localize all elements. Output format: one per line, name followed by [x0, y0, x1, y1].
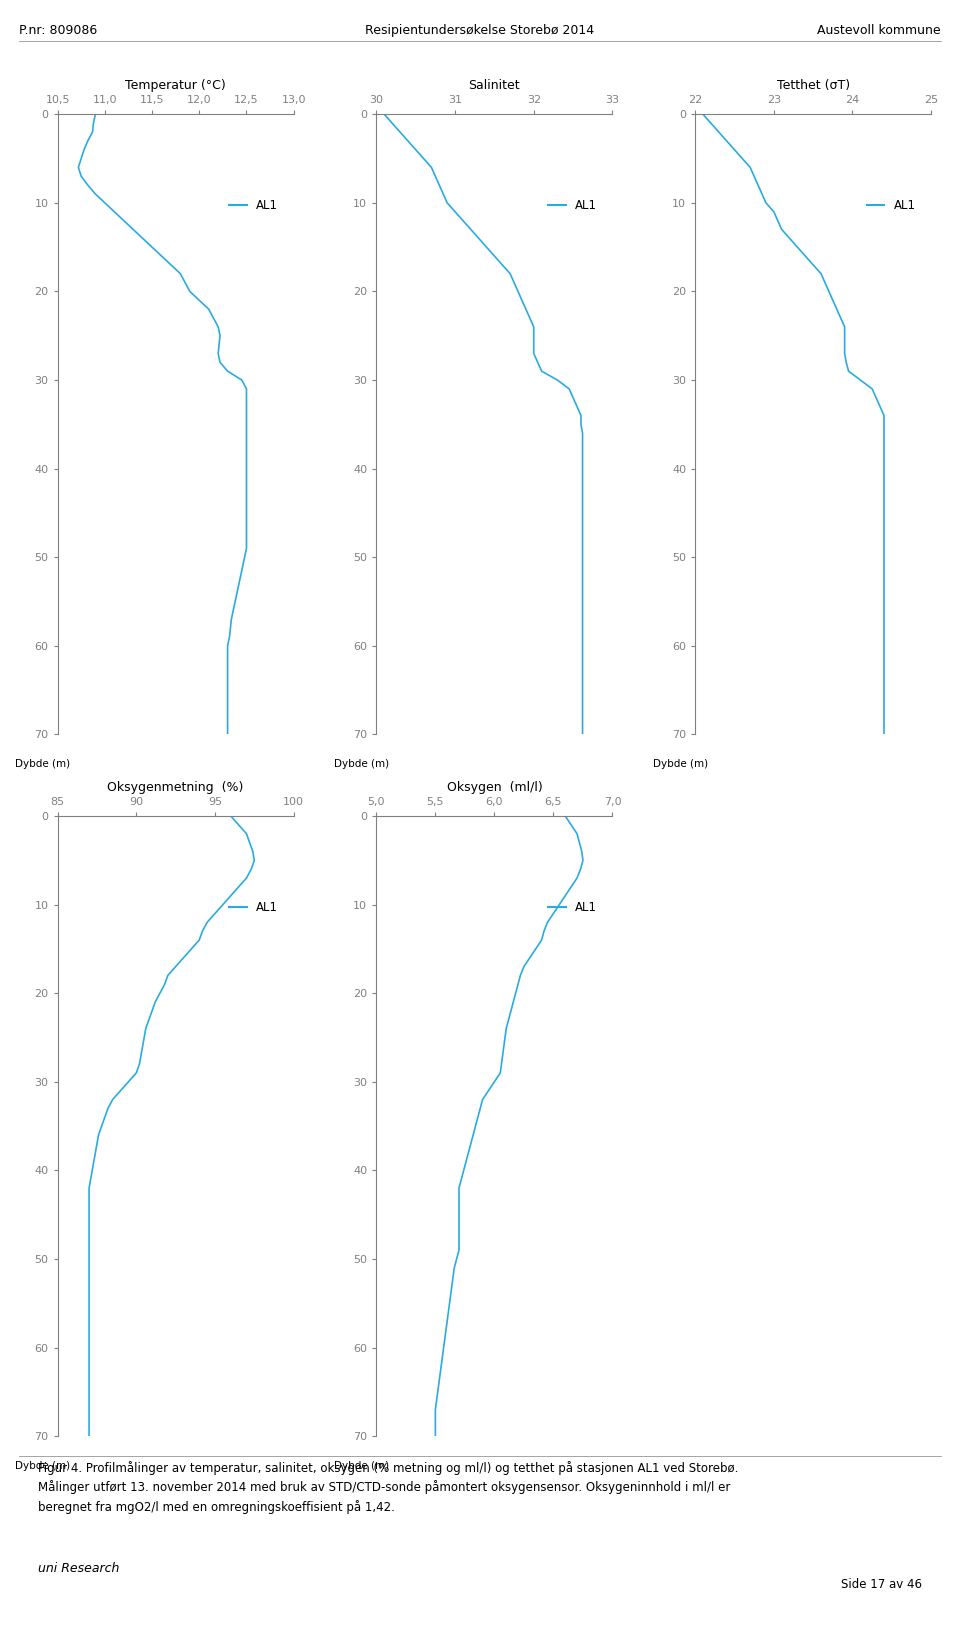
Legend: AL1: AL1 — [225, 896, 283, 919]
Legend: AL1: AL1 — [543, 194, 602, 217]
Text: Resipientundersøkelse Storebø 2014: Resipientundersøkelse Storebø 2014 — [366, 24, 594, 38]
Title: Salinitet: Salinitet — [468, 80, 520, 93]
Title: Temperatur (°C): Temperatur (°C) — [125, 80, 226, 93]
Title: Tetthet (σT): Tetthet (σT) — [777, 80, 850, 93]
Legend: AL1: AL1 — [225, 194, 283, 217]
Text: Side 17 av 46: Side 17 av 46 — [841, 1578, 922, 1591]
Text: P.nr: 809086: P.nr: 809086 — [19, 24, 98, 38]
Legend: AL1: AL1 — [543, 896, 602, 919]
Text: Dybde (m): Dybde (m) — [334, 1461, 389, 1470]
Text: Austevoll kommune: Austevoll kommune — [817, 24, 941, 38]
Text: Dybde (m): Dybde (m) — [15, 759, 70, 769]
Text: Figur 4. Profilmålinger av temperatur, salinitet, oksygen (% metning og ml/l) og: Figur 4. Profilmålinger av temperatur, s… — [38, 1461, 739, 1513]
Title: Oksygenmetning  (%): Oksygenmetning (%) — [108, 782, 244, 795]
Text: uni Research: uni Research — [38, 1562, 120, 1575]
Text: Dybde (m): Dybde (m) — [15, 1461, 70, 1470]
Legend: AL1: AL1 — [862, 194, 921, 217]
Text: Dybde (m): Dybde (m) — [334, 759, 389, 769]
Title: Oksygen  (ml/l): Oksygen (ml/l) — [446, 782, 542, 795]
Text: Dybde (m): Dybde (m) — [653, 759, 708, 769]
